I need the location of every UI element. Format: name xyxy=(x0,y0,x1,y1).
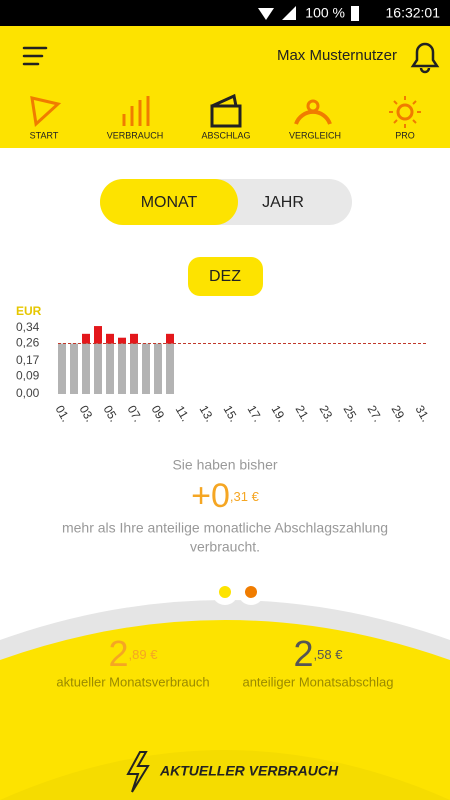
bar-segment xyxy=(130,343,138,394)
signal-icon xyxy=(282,6,296,20)
month-button[interactable] xyxy=(188,257,263,296)
bar-segment xyxy=(154,343,162,394)
stat-cents: ,89 € xyxy=(129,647,159,662)
nav-label: VERGLEICH xyxy=(289,130,341,140)
bar-segment xyxy=(118,337,126,344)
battery-icon xyxy=(351,6,359,21)
status-bar xyxy=(0,0,450,26)
curve-inner xyxy=(0,750,450,800)
toggle-label[interactable]: MONAT xyxy=(141,194,198,211)
amount-main: +0 xyxy=(191,477,230,515)
stat-label: aktueller Monatsverbrauch xyxy=(56,674,209,689)
y-tick-label: 0,17 xyxy=(16,353,40,367)
bar-segment xyxy=(58,343,66,394)
amount-cents: ,31 € xyxy=(230,489,260,504)
nav-label: PRO xyxy=(395,130,415,140)
cta[interactable]: AKTUELLER VERBRAUCH xyxy=(159,763,339,779)
bar-segment xyxy=(166,343,174,394)
stat-main: 2 xyxy=(294,633,314,674)
summary-line: verbraucht. xyxy=(190,539,260,555)
toggle-monat[interactable] xyxy=(100,179,238,225)
bar-segment xyxy=(166,333,174,344)
nav-label: VERBRAUCH xyxy=(107,130,164,140)
bar-segment xyxy=(118,343,126,394)
y-axis-label: EUR xyxy=(16,304,42,318)
summary-line: mehr als Ihre anteilige monatliche Absch… xyxy=(62,520,388,536)
nav-label: ABSCHLAG xyxy=(201,130,250,140)
time: 16:32:01 xyxy=(386,5,441,21)
stat-value: 2,89 € xyxy=(109,633,159,674)
nav-label: START xyxy=(30,130,59,140)
summary-intro: Sie haben bisher xyxy=(172,457,277,473)
summary-amount: +0,31 € xyxy=(191,477,259,515)
stat-main: 2 xyxy=(109,633,129,674)
page-dot-fill xyxy=(219,586,231,598)
y-tick-label: 0,26 xyxy=(16,336,40,350)
nav-icons xyxy=(30,93,421,128)
page-dot-fill xyxy=(245,586,257,598)
header xyxy=(0,26,450,148)
y-tick-label: 0,09 xyxy=(16,369,40,383)
toggle-label[interactable]: JAHR xyxy=(262,194,304,211)
month-label[interactable]: DEZ xyxy=(209,268,241,285)
lightning-icon[interactable] xyxy=(126,751,150,793)
y-tick-label: 0,34 xyxy=(16,320,40,334)
wifi-icon xyxy=(258,8,274,20)
bar-segment xyxy=(130,333,138,344)
y-tick-label: 0,00 xyxy=(16,386,40,400)
bar-segment xyxy=(82,343,90,394)
bar-segment xyxy=(94,326,102,344)
user-name: Max Musternutzer xyxy=(277,47,397,64)
stat-label: anteiliger Monatsabschlag xyxy=(242,674,393,689)
stat-cents: ,58 € xyxy=(314,647,344,662)
x-tick-label: 11. xyxy=(173,403,193,424)
stat-value: 2,58 € xyxy=(294,633,344,674)
menu-button[interactable] xyxy=(22,46,48,66)
curve-yellow xyxy=(0,620,450,800)
bar-segment xyxy=(94,343,102,394)
battery: 100 % xyxy=(305,5,345,21)
bar-segment xyxy=(106,333,114,344)
bell[interactable] xyxy=(410,42,440,74)
bar-segment xyxy=(82,333,90,344)
bar-segment xyxy=(70,343,78,394)
bar-segment xyxy=(142,343,150,394)
bar-segment xyxy=(106,343,114,394)
